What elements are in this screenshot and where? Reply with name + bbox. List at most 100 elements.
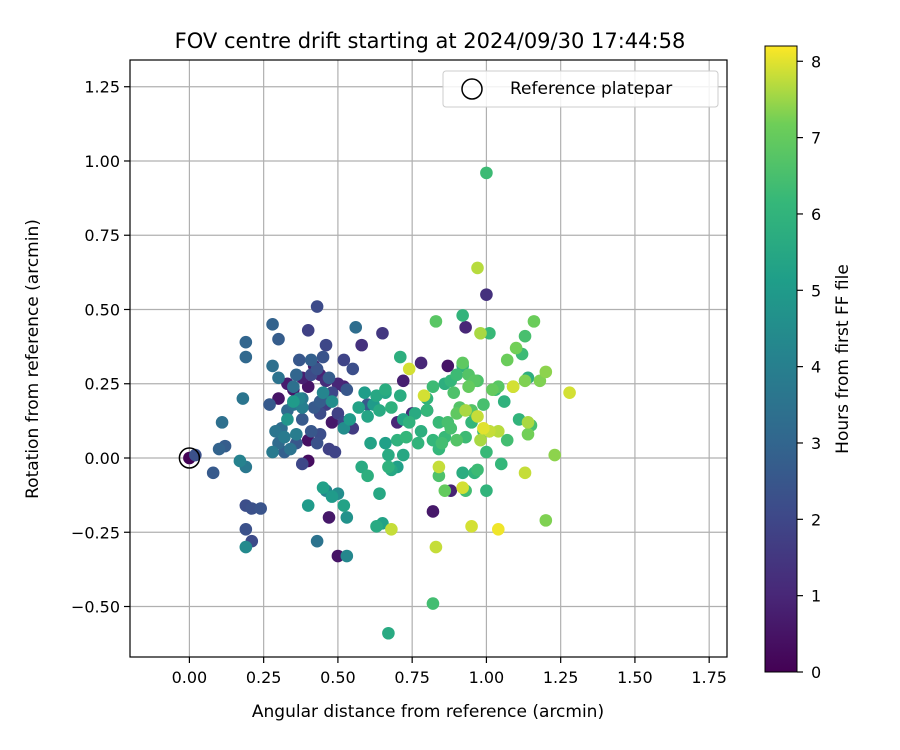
data-point: [304, 353, 318, 367]
data-point: [426, 380, 440, 394]
data-point: [331, 407, 345, 420]
data-points: [183, 166, 576, 640]
data-point: [480, 288, 493, 301]
data-point: [239, 350, 253, 364]
data-point: [361, 410, 374, 423]
x-tick-label: 1.50: [617, 668, 653, 687]
data-point: [441, 359, 455, 373]
data-point: [477, 421, 490, 435]
legend-ring-icon: [461, 78, 483, 100]
data-point: [364, 436, 377, 450]
data-point: [373, 404, 386, 417]
data-point: [533, 374, 547, 388]
data-point: [382, 626, 395, 640]
data-point: [444, 421, 458, 435]
x-axis-ticks: 0.00 0.25 0.50 0.75 1.00 1.25 1.50 1.75: [172, 657, 727, 687]
colorbar-ticks: 0 1 2 3 4 5 6 7 8: [797, 52, 821, 682]
data-point: [382, 460, 395, 474]
y-tick-label: 0.75: [84, 226, 120, 245]
plot-frame: [129, 59, 728, 658]
data-point: [239, 335, 253, 349]
data-point: [295, 457, 309, 471]
data-point: [379, 436, 392, 450]
data-point: [563, 386, 576, 399]
data-point: [337, 421, 351, 435]
data-point: [310, 534, 324, 548]
data-point: [316, 350, 330, 364]
data-point: [316, 481, 330, 495]
data-point: [497, 395, 511, 408]
data-point: [432, 460, 446, 474]
x-tick-label: 1.00: [469, 668, 505, 687]
legend: Reference platepar: [442, 70, 719, 108]
data-point: [340, 383, 354, 396]
data-point: [284, 442, 297, 456]
data-point: [373, 487, 386, 500]
data-point: [370, 389, 383, 402]
y-tick-label: 0.50: [84, 300, 120, 319]
data-point: [435, 436, 449, 450]
data-point: [459, 321, 472, 334]
data-point: [518, 329, 532, 343]
data-point: [239, 522, 253, 536]
data-point: [287, 380, 300, 394]
data-point: [322, 511, 336, 524]
data-point: [402, 362, 416, 376]
data-point: [292, 353, 306, 367]
data-point: [480, 484, 493, 497]
data-point: [500, 433, 514, 447]
data-point: [471, 261, 484, 275]
data-point: [491, 424, 505, 438]
data-point: [233, 454, 247, 468]
data-point: [316, 386, 330, 399]
data-point: [494, 457, 508, 471]
data-point: [396, 448, 410, 462]
colorbar-tick-label: 5: [811, 281, 821, 300]
x-tick-label: 1.25: [543, 668, 579, 687]
data-point: [269, 424, 282, 438]
x-tick-label: 1.75: [691, 668, 727, 687]
colorbar-tick-label: 4: [811, 358, 821, 377]
data-point: [539, 514, 553, 527]
data-point: [393, 350, 407, 364]
legend-box: [442, 70, 719, 108]
data-point: [239, 540, 253, 554]
data-point: [301, 380, 315, 394]
data-point: [450, 368, 464, 382]
data-point: [465, 520, 478, 533]
data-point: [480, 166, 493, 180]
data-point: [417, 389, 431, 402]
data-point: [301, 323, 315, 337]
data-point: [509, 341, 523, 355]
data-point: [399, 430, 413, 444]
data-point: [456, 356, 469, 370]
data-point: [272, 332, 285, 346]
x-tick-label: 0.75: [394, 668, 430, 687]
data-point: [483, 326, 496, 340]
data-point: [325, 395, 339, 408]
data-point: [506, 380, 520, 394]
data-point: [278, 430, 291, 444]
colorbar-tick-label: 0: [811, 663, 821, 682]
colorbar-gradient: [764, 45, 798, 673]
data-point: [215, 416, 229, 429]
colorbar-label: Hours from first FF file: [833, 264, 853, 454]
data-point: [343, 413, 357, 426]
data-point: [426, 597, 440, 610]
data-point: [438, 484, 452, 497]
data-point: [266, 445, 279, 459]
data-point: [480, 445, 493, 459]
data-point: [456, 481, 469, 495]
data-point: [518, 374, 532, 388]
x-axis-label: Angular distance from reference (arcmin): [252, 702, 604, 722]
data-point: [491, 522, 505, 536]
data-point: [346, 362, 360, 376]
data-point: [266, 359, 279, 373]
data-point: [355, 460, 368, 474]
y-tick-label: 0.00: [84, 449, 120, 468]
data-point: [340, 549, 354, 563]
data-point: [402, 416, 416, 429]
colorbar: 0 1 2 3 4 5 6 7 8 Hours from first FF file: [764, 45, 853, 682]
data-point: [432, 469, 446, 483]
